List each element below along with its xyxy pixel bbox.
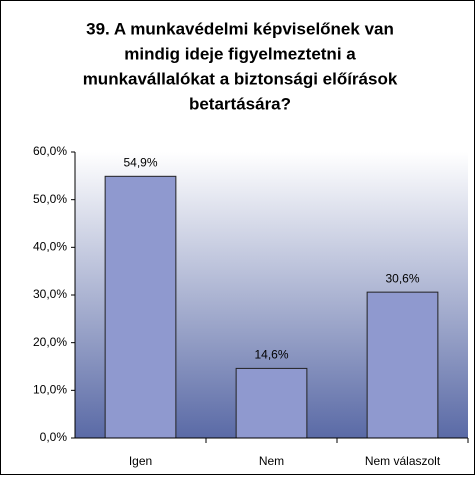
y-tick-label: 0,0% <box>40 430 68 444</box>
x-tick-label: Nem válaszolt <box>365 454 441 468</box>
chart-title: betartására? <box>189 94 291 113</box>
y-tick-label: 60,0% <box>33 144 67 158</box>
chart-title: munkavállalókat a biztonsági előírások <box>83 69 398 88</box>
y-tick-label: 30,0% <box>33 287 67 301</box>
chart-title: 39. A munkavédelmi képviselőnek van <box>86 19 394 38</box>
data-label: 54,9% <box>123 155 157 169</box>
y-tick-label: 50,0% <box>33 192 67 206</box>
chart-title: mindig ideje figyelmeztetni a <box>124 44 356 63</box>
data-label: 14,6% <box>254 348 288 362</box>
data-label: 30,6% <box>385 271 419 285</box>
bar <box>104 175 177 439</box>
y-tick-label: 40,0% <box>33 240 67 254</box>
y-tick-label: 10,0% <box>33 383 67 397</box>
y-tick-label: 20,0% <box>33 335 67 349</box>
bar <box>235 367 308 439</box>
bar <box>366 291 439 439</box>
x-tick-label: Nem <box>259 454 284 468</box>
x-tick-label: Igen <box>129 454 152 468</box>
